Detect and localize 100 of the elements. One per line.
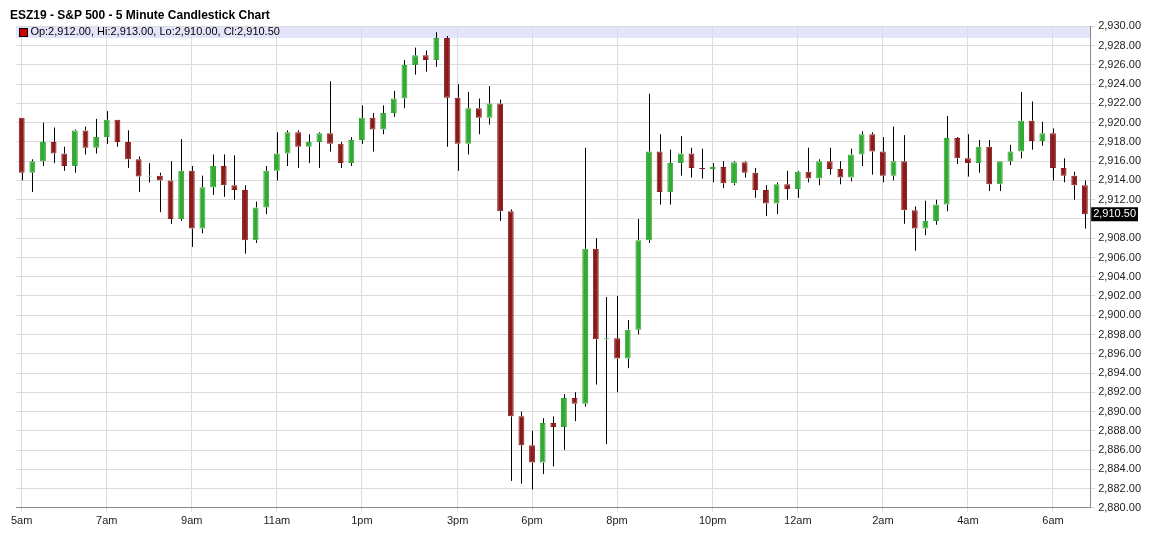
candlestick — [465, 91, 472, 155]
x-tick-label: 5am — [11, 514, 33, 527]
candlestick — [337, 141, 344, 169]
candlestick — [731, 162, 737, 186]
candlestick — [858, 130, 865, 167]
candlestick — [539, 417, 546, 475]
candlestick — [497, 99, 504, 222]
y-tick-label: 2,908.00 — [1098, 231, 1142, 244]
candlestick — [624, 319, 631, 369]
candlestick — [869, 131, 876, 176]
y-tick-label: 2,926.00 — [1098, 57, 1142, 70]
candlestick — [518, 411, 525, 485]
candlestick — [784, 170, 791, 201]
candlestick — [1060, 157, 1067, 183]
y-tick-label: 2,880.00 — [1098, 500, 1142, 513]
candlestick — [348, 136, 355, 167]
candlestick — [709, 162, 716, 183]
candlestick — [911, 205, 918, 252]
y-tick-label: 2,898.00 — [1098, 327, 1142, 340]
candlestick — [741, 162, 748, 179]
candlestick — [50, 126, 57, 164]
candlestick — [444, 35, 450, 148]
candlestick — [433, 31, 440, 68]
x-tick-label: 6am — [1042, 514, 1064, 527]
chart-title: ESZ19 - S&P 500 - 5 Minute Candlestick Chart — [10, 7, 270, 22]
candlestick — [1039, 121, 1046, 147]
candlestick — [390, 90, 397, 118]
x-tick-label: 7am — [96, 514, 118, 527]
y-tick-label: 2,922.00 — [1098, 96, 1142, 109]
candlestick — [656, 133, 663, 206]
candlestick — [135, 155, 142, 193]
y-tick-label: 2,920.00 — [1098, 115, 1142, 128]
candlestick — [93, 118, 100, 154]
candlestick — [188, 165, 195, 248]
candlestick — [273, 131, 280, 181]
y-tick-label: 2,902.00 — [1098, 289, 1142, 302]
x-tick-label: 8pm — [606, 514, 628, 527]
y-tick-label: 2,884.00 — [1098, 462, 1142, 475]
candlestick — [667, 149, 674, 206]
y-tick-label: 2,896.00 — [1098, 346, 1142, 359]
y-tick-label: 2,928.00 — [1098, 38, 1142, 51]
candlestick — [454, 83, 461, 172]
candlestick — [305, 133, 312, 164]
candlestick — [646, 93, 652, 244]
candlestick — [295, 129, 302, 169]
candlestick — [29, 158, 36, 193]
x-tick-label: 4am — [957, 514, 979, 527]
candlestick — [933, 199, 939, 226]
candlestick — [61, 146, 68, 172]
candlestick — [242, 184, 248, 255]
candlestick — [965, 133, 971, 178]
y-tick-label: 2,906.00 — [1098, 250, 1142, 263]
candlestick — [901, 134, 908, 225]
candlestick — [635, 218, 642, 335]
candlestick — [582, 147, 589, 408]
candlestick — [561, 393, 567, 451]
y-tick-label: 2,894.00 — [1098, 366, 1142, 379]
candlestick — [794, 171, 801, 199]
x-tick-label: 1pm — [351, 514, 373, 527]
candlestick — [592, 237, 599, 386]
candlestick — [550, 415, 557, 467]
y-tick-label: 2,916.00 — [1098, 154, 1142, 167]
candlestick — [359, 104, 365, 145]
candlestick — [114, 119, 121, 148]
y-tick-label: 2,904.00 — [1098, 269, 1142, 282]
candlestick — [720, 160, 727, 189]
candlestick — [826, 147, 833, 176]
candlestick — [1050, 127, 1056, 181]
candlestick — [954, 138, 961, 165]
candlestick — [380, 104, 387, 135]
x-tick-label: 3pm — [446, 514, 469, 527]
candlestick — [40, 122, 46, 167]
annotation: Op:2,912.00, Hi:2,913.00, Lo:2,910.00, Cl:2,910.50 — [30, 25, 280, 38]
candlestick — [316, 133, 323, 169]
candlestick — [210, 153, 216, 196]
candlestick — [1018, 91, 1024, 159]
candlestick — [529, 430, 535, 491]
candlestick — [327, 80, 333, 153]
candlestick — [475, 98, 482, 135]
candlestick — [125, 129, 131, 169]
x-tick-label: 10pm — [699, 514, 727, 527]
y-tick-label: 2,930.00 — [1098, 19, 1142, 32]
x-tick-label: 12am — [784, 514, 812, 527]
x-tick-label: 9am — [181, 514, 203, 527]
candlestick — [220, 153, 227, 198]
candlestick — [507, 208, 514, 482]
x-tick-label: 11am — [263, 514, 291, 527]
y-tick-label: 2,924.00 — [1098, 77, 1142, 90]
text: 2,910.50 — [1093, 207, 1137, 220]
y-tick-label: 2,882.00 — [1098, 481, 1142, 494]
candlestick — [879, 136, 886, 183]
candlestick — [763, 184, 769, 217]
candlestick — [231, 154, 238, 201]
candlestick — [922, 200, 929, 236]
candlestick — [1028, 101, 1035, 151]
candlestick — [103, 110, 110, 145]
y-tick-label: 2,918.00 — [1098, 134, 1142, 147]
y-tick-label: 2,900.00 — [1098, 308, 1142, 321]
candlestick — [996, 161, 1003, 192]
x-tick-label: 6pm — [521, 514, 543, 527]
